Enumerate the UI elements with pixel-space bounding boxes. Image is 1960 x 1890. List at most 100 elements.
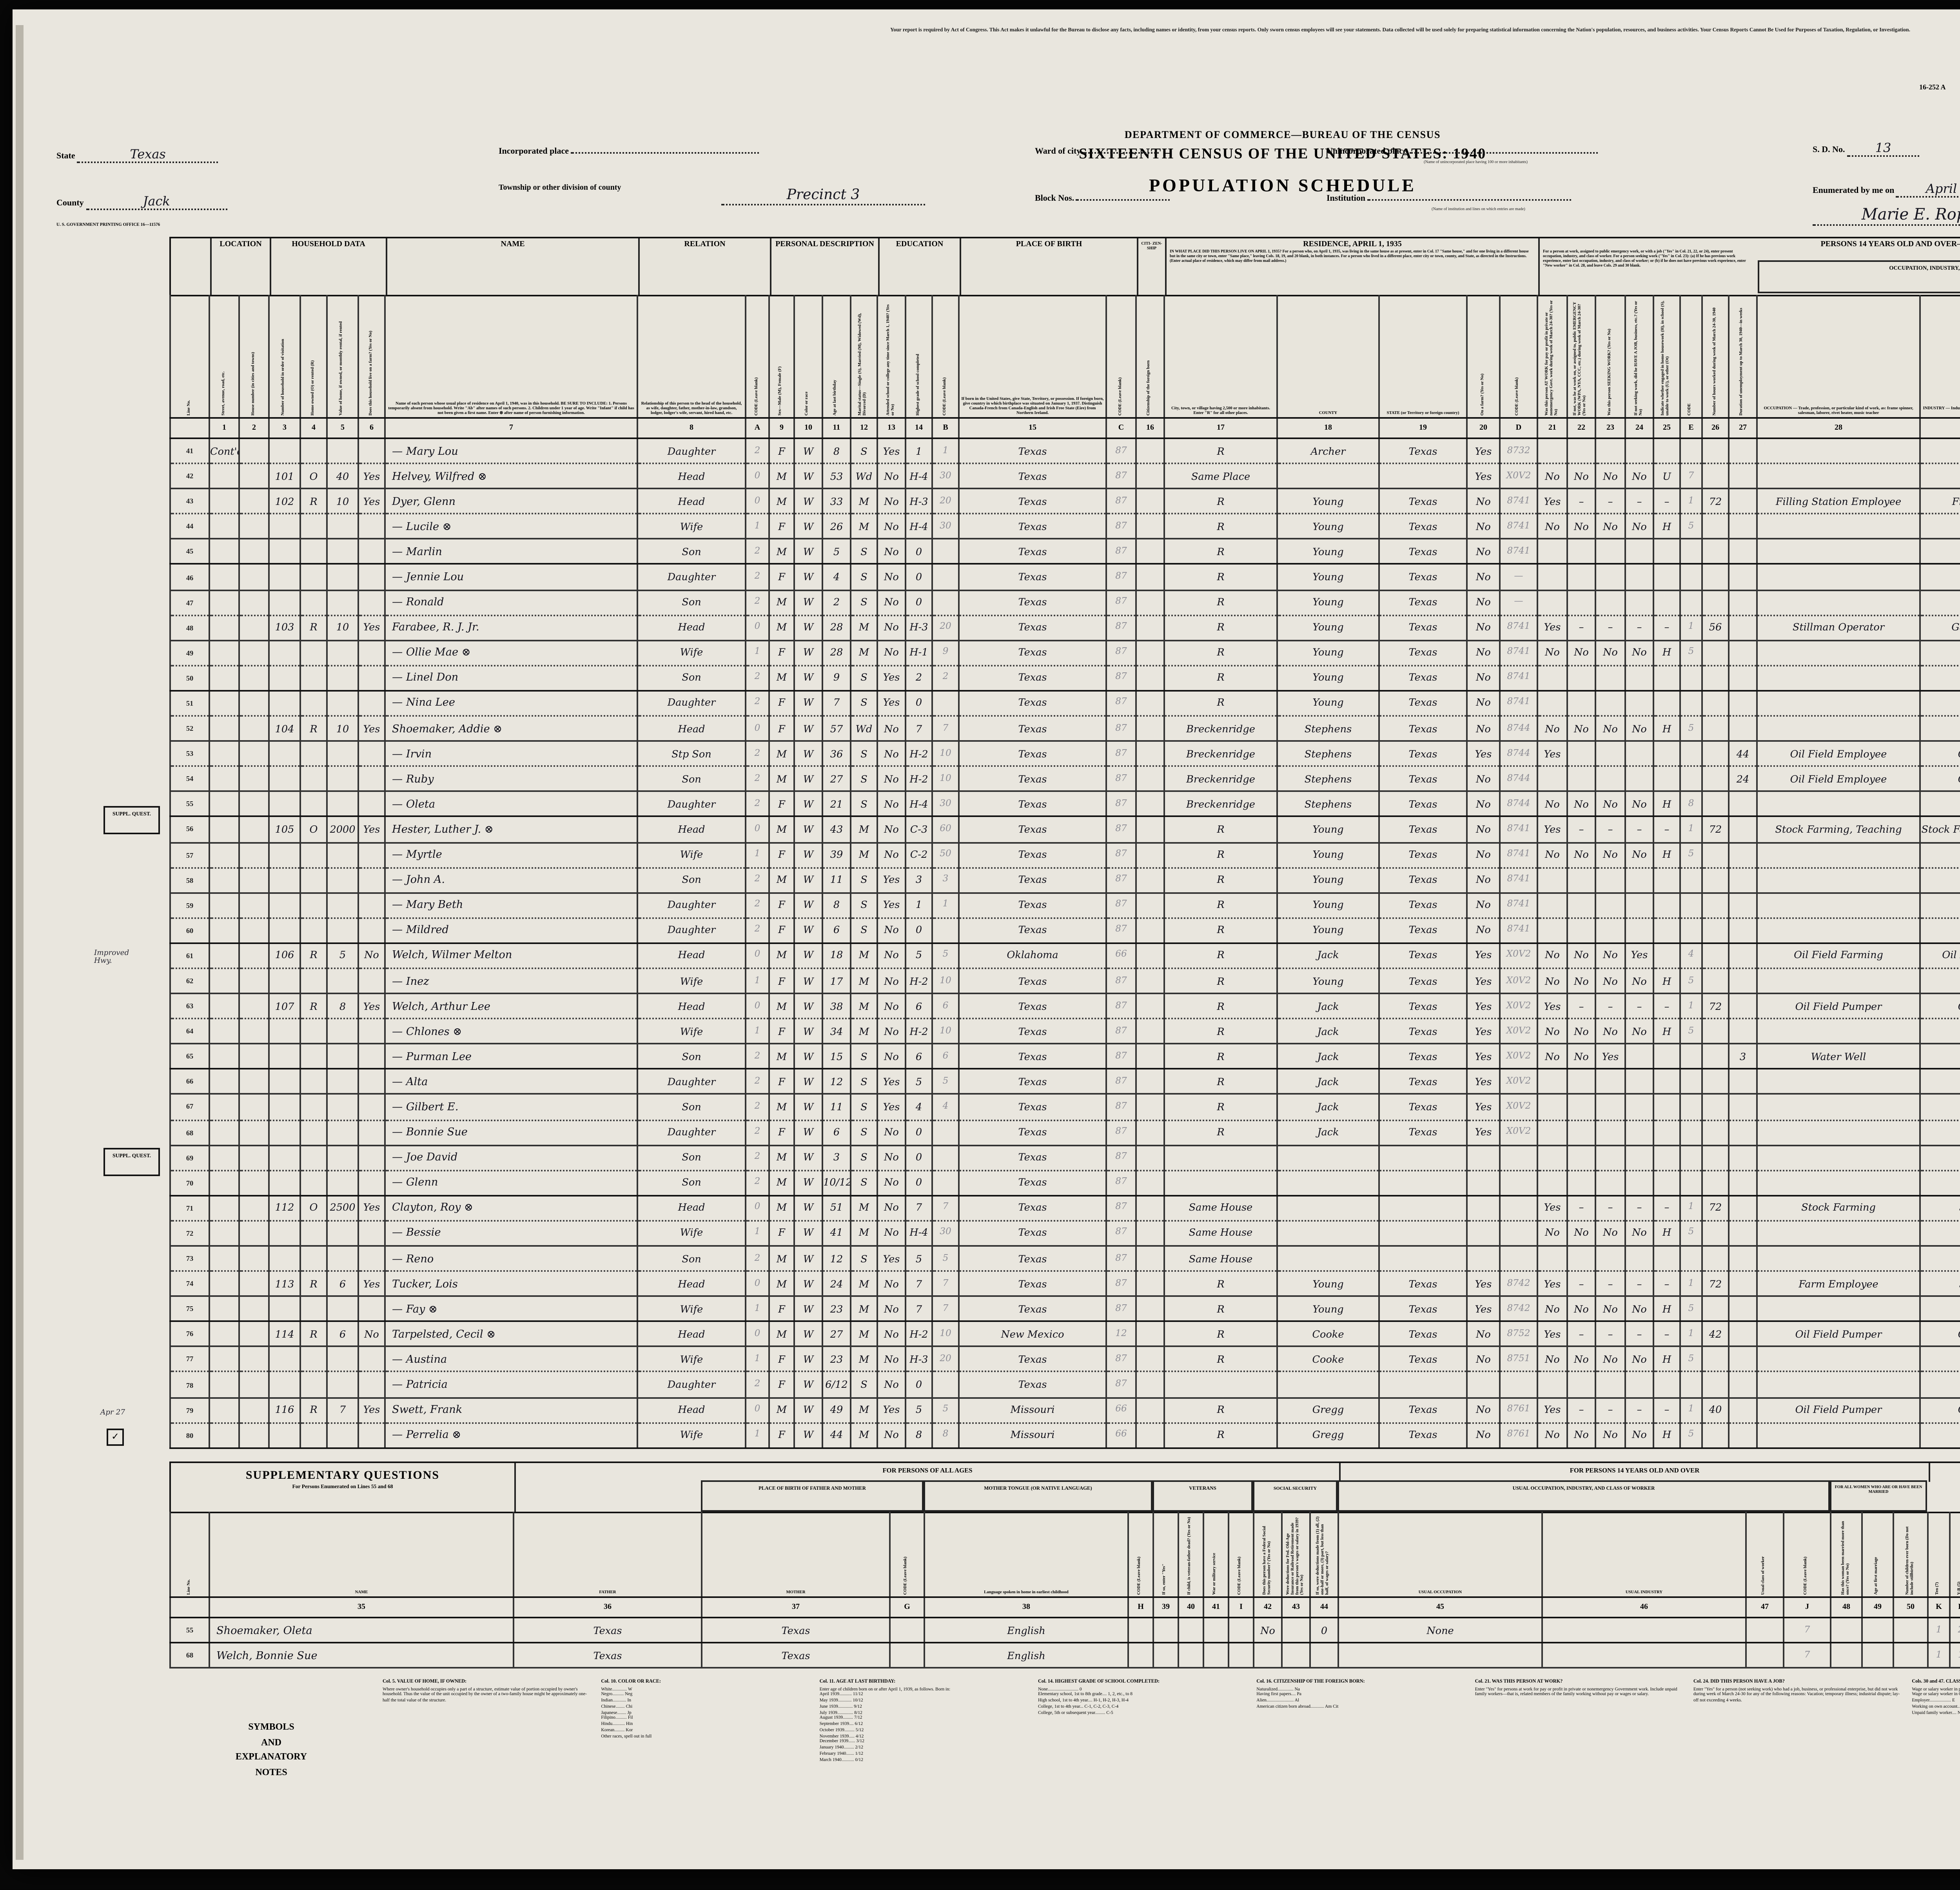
cell-c28-line72: No [1624,1220,1654,1247]
cell-c16-line61: 5 [931,943,960,969]
cell-c2-line77 [238,1347,270,1373]
cell-c24-line44: 8741 [1499,514,1538,540]
cell-c9-line66: 2 [745,1069,770,1095]
cell-c17-line69: Texas [958,1145,1107,1171]
cell-c34-line60 [1919,918,1960,944]
cell-c13-line66: S [850,1069,878,1095]
cell-c29-line65 [1653,1044,1681,1070]
cell-c16-line42: 30 [931,463,960,490]
cell-c30-line62: 5 [1679,968,1703,995]
cell-c31-line74: 72 [1701,1271,1730,1297]
column-number-J: J [1783,1597,1831,1618]
cell-c18-line72: 87 [1105,1220,1137,1247]
table-row-line-60: 60— Mildred Daughter 2 F W 6 S No 0 Texas 87 R Young… [169,918,1960,944]
cell-c15-line73: 5 [905,1246,933,1272]
cell-c9-line62: 1 [745,968,770,995]
cell-c5-line66 [326,1069,359,1095]
cell-c4-line74: R [299,1271,328,1297]
cell-c3-line76: 114 [268,1322,301,1348]
cell-c12-line71: 51 [822,1195,851,1222]
cell-c24-line47: — [1499,590,1538,616]
cell-c26-line63: – [1566,993,1596,1020]
cell-c26-line47 [1566,590,1596,616]
note-title-4: Col. 16. CITIZENSHIP OF THE FOREIGN BORN… [1256,1678,1365,1684]
cell-c17-line43: Texas [958,488,1107,515]
sd-underline: 13 [1847,141,1920,157]
cell-c9-line69: 2 [745,1145,770,1171]
cell-c12-line57: 39 [822,842,851,868]
cell-c24-line51: 8741 [1499,690,1538,717]
cell-c12-line61: 18 [822,943,851,969]
cell-c9-line55: 2 [745,792,770,818]
note-col-7: Cols. 30 and 47. CLASS OF WORKER:Wage or… [1912,1678,1960,1863]
cell-c21-line70 [1276,1170,1380,1196]
column-header-7: If so, enter "Yes" [1152,1512,1179,1598]
cell-c14-line49: No [877,640,906,666]
cell-c13-line69: S [850,1145,878,1171]
cell-c13-line64: M [850,1019,878,1045]
column-number-15: 15 [958,418,1107,439]
column-header-21: COUNTY [1276,296,1380,419]
margin-note-april27: Apr 27 [100,1410,125,1418]
cell-c21-line51: Young [1276,690,1380,717]
cell-c23-line49: No [1466,640,1501,666]
cell-c31-line59 [1701,892,1730,919]
cell-c0-line63: 63 [169,993,210,1020]
cell-c18-line61: 66 [1105,943,1137,969]
cell-c1-line49 [209,640,240,666]
cell-c1-line63 [209,993,240,1020]
cell-c0-line42: 42 [169,463,210,490]
cell-c19-line68 [1861,1643,1894,1669]
cell-c18-line68: 87 [1105,1120,1137,1146]
cell-c6-line44 [358,514,386,540]
cell-c33-line55 [1756,792,1921,818]
table-row-line-63: 63 107 R 8 Yes Welch, Arthur Lee Head 0 M W 38 M No 6… [169,993,1960,1020]
cell-c17-line41: Texas [958,438,1107,465]
column-number-18: 18 [1276,418,1380,439]
cell-c18-line66: 87 [1105,1069,1137,1095]
cell-c33-line58 [1756,867,1921,893]
cell-c31-line63: 72 [1701,993,1730,1020]
cell-c17-line70: Texas [958,1170,1107,1196]
cell-c7-line66: — Alta [384,1069,638,1095]
cell-c22-line69 [1378,1145,1468,1171]
cell-c4-line53 [299,741,328,767]
cell-c10-line63: M [768,993,795,1020]
cell-c8-line61: Head [637,943,746,969]
cell-c8-line47: Son [637,590,746,616]
cell-c13-line50: S [850,665,878,692]
cell-c24-line69 [1499,1145,1538,1171]
cell-c22-line59: Texas [1378,892,1468,919]
cell-c30-line43: 1 [1679,488,1703,515]
cell-c20-line48: R [1163,615,1278,641]
cell-c23-line64: Yes [1466,1019,1501,1045]
table-row-line-58: 58— John A. Son 2 M W 11 S Yes 3 3 Texas 87 R Young Te… [169,867,1960,893]
cell-c10-line48: M [768,615,795,641]
cell-c28-line76: – [1624,1322,1654,1348]
cell-c1-line47 [209,590,240,616]
table-row-line-68: 68— Bonnie Sue Daughter 2 F W 6 S No 0 Texas 87 R Ja… [169,1120,1960,1146]
cell-c1-line74 [209,1271,240,1297]
cell-c4-line51 [299,690,328,717]
cell-c8-line77: Wife [637,1347,746,1373]
cell-c16-line71: 7 [931,1195,960,1222]
cell-c29-line77: H [1653,1347,1681,1373]
ward-label: Ward of city [1035,147,1081,157]
cell-c11-line55: W [793,792,823,818]
cell-c32-line48 [1728,615,1758,641]
cell-c6-line41 [358,438,386,465]
cell-c26-line53 [1566,741,1596,767]
cell-c7-line57: — Myrtle [384,842,638,868]
cell-c1-line69 [209,1145,240,1171]
cell-c8-line73: Son [637,1246,746,1272]
cell-c10-line66: F [768,1069,795,1095]
cell-c11-line56: W [793,817,823,843]
notice-line1: Your report is required by Act of Congre… [890,27,1394,33]
cell-c30-line63: 1 [1679,993,1703,1020]
cell-c28-line58 [1624,867,1654,893]
column-header-5: Language spoken in home in earliest chil… [924,1512,1129,1598]
cell-c6-line71: Yes [358,1195,386,1222]
cell-c20-line71: Same House [1163,1195,1278,1222]
cell-c1-line58 [209,867,240,893]
